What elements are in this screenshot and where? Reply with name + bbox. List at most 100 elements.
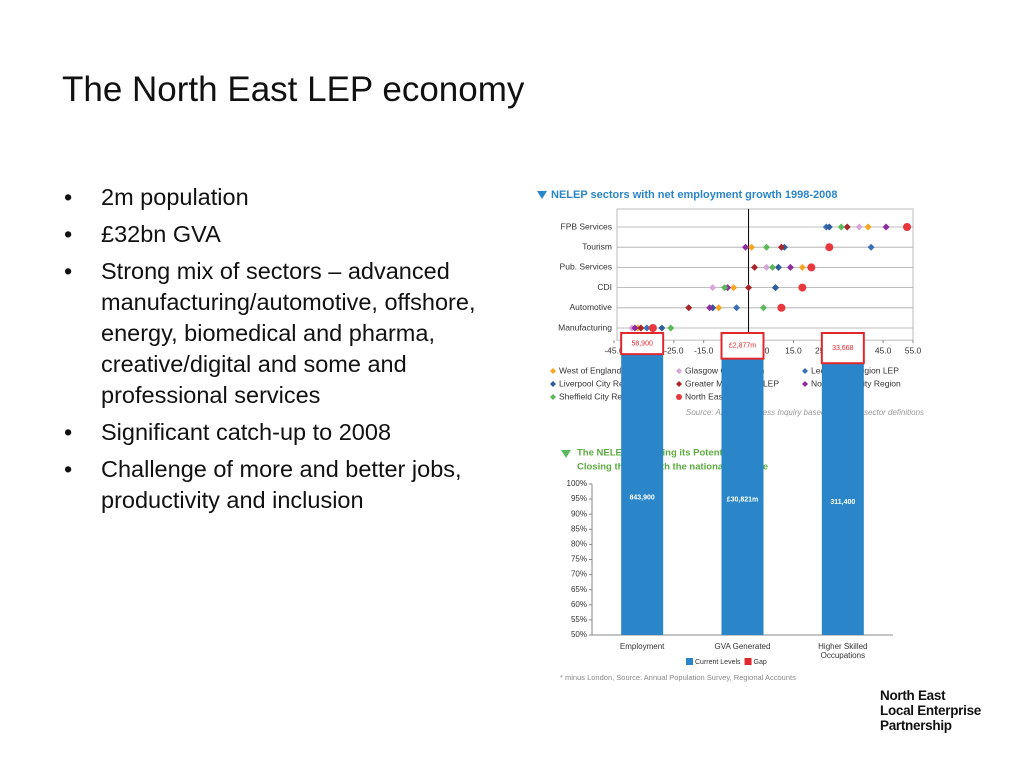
dot xyxy=(807,263,816,272)
y-tick-label: 90% xyxy=(571,509,587,518)
legend-label: Liverpool City Region LEP xyxy=(559,378,659,388)
dot xyxy=(637,324,645,332)
dot xyxy=(855,223,863,231)
x-tick-label: 55.0 xyxy=(905,345,922,355)
logo-line: Local Enterprise xyxy=(880,703,981,718)
y-tick-label: 100% xyxy=(567,479,587,488)
dot xyxy=(667,324,675,332)
legend-marker xyxy=(550,394,556,400)
dot xyxy=(730,284,738,292)
logo-line: North East xyxy=(880,688,946,703)
dot xyxy=(721,284,729,292)
dot xyxy=(798,263,806,271)
bar-annotation: 843,900 xyxy=(630,494,655,501)
legend-label: West of England LEP xyxy=(559,365,640,375)
dot xyxy=(760,304,767,312)
y-tick-label: 55% xyxy=(571,615,587,624)
legend-label: North East LEP xyxy=(685,391,744,401)
title-marker xyxy=(561,450,571,458)
y-tick-label: 85% xyxy=(571,524,587,533)
bullet: £32bn GVA xyxy=(64,219,511,250)
category-label: Pub. Services xyxy=(560,262,612,272)
x-tick-label: 15.0 xyxy=(785,345,802,355)
legend-label: Gap xyxy=(754,659,767,666)
legend-marker xyxy=(550,381,556,387)
bar-segment xyxy=(820,332,865,365)
dot xyxy=(685,304,693,312)
category-label: FPB Services xyxy=(561,221,613,231)
dot xyxy=(825,223,833,231)
y-tick-label: 80% xyxy=(571,540,587,549)
bar-segment xyxy=(821,363,864,635)
dot xyxy=(762,263,770,271)
dot xyxy=(658,324,666,332)
bullet: Challenge of more and better jobs, produ… xyxy=(64,454,511,516)
dot xyxy=(774,263,782,271)
dot xyxy=(762,243,770,251)
x-tick-label: GVA Generated xyxy=(714,642,771,651)
dot xyxy=(709,284,717,292)
dot xyxy=(648,324,657,332)
legend-swatch xyxy=(686,658,693,665)
dot xyxy=(733,304,741,312)
dot xyxy=(882,223,890,231)
bullet-list: 2m population £32bn GVA Strong mix of se… xyxy=(63,182,511,522)
x-label-box: Higher Skilled Occupations xyxy=(818,642,868,660)
category-label: Tourism xyxy=(582,241,612,251)
dot xyxy=(843,223,851,231)
bar-segment xyxy=(720,332,765,360)
dot xyxy=(798,283,807,292)
category-label: Automotive xyxy=(569,302,612,312)
footnote: * minus London, Source: Annual Populatio… xyxy=(560,673,796,682)
chart-title: Closing the gap with the national* avera… xyxy=(577,462,768,473)
dot xyxy=(715,304,723,312)
dot xyxy=(786,263,794,271)
x-tick-label: Higher Skilled Occupations xyxy=(818,642,868,660)
dot xyxy=(631,324,639,332)
legend-marker xyxy=(802,381,808,387)
legend-label: Current Levels xyxy=(695,659,741,666)
bullet: Significant catch-up to 2008 xyxy=(64,417,511,448)
y-tick-label: 95% xyxy=(571,494,587,503)
bullet: 2m population xyxy=(64,182,511,213)
bar-segment xyxy=(620,332,665,356)
dot xyxy=(768,263,776,271)
x-label-box: Employment xyxy=(619,642,665,651)
dot xyxy=(771,284,779,292)
bullet: Strong mix of sectors – advanced manufac… xyxy=(64,256,511,411)
bar-annotation: £30,821m xyxy=(727,497,759,504)
legend-label: Sheffield City Region LEP xyxy=(559,391,657,401)
x-tick-label: -15.0 xyxy=(694,345,714,355)
bar-annotation: 33,668 xyxy=(832,345,854,352)
bar-annotation: 311,400 xyxy=(830,499,855,506)
x-tick-label: Employment xyxy=(619,642,665,651)
legend-marker xyxy=(550,368,556,374)
x-tick-label: -25.0 xyxy=(664,345,684,355)
y-tick-label: 75% xyxy=(571,555,587,564)
dot xyxy=(742,243,750,251)
dot xyxy=(777,303,786,312)
legend-marker xyxy=(802,368,808,374)
dot xyxy=(867,243,875,251)
dot xyxy=(706,304,714,312)
category-label: CDI xyxy=(597,282,612,292)
logo-line: Partnership xyxy=(880,718,952,733)
x-label-box: GVA Generated xyxy=(714,642,771,651)
y-tick-label: 60% xyxy=(571,600,587,609)
x-tick-label: 45.0 xyxy=(875,345,892,355)
chart-title: NELEP sectors with net employment growth… xyxy=(551,189,838,201)
legend-marker xyxy=(676,381,682,387)
dot xyxy=(825,243,834,252)
bar-annotation: 58,900 xyxy=(631,340,653,347)
dot xyxy=(748,243,756,251)
y-tick-label: 70% xyxy=(571,570,587,579)
legend-marker xyxy=(676,394,682,400)
slide-title: The North East LEP economy xyxy=(62,70,525,109)
bar-annotation: £2,877m xyxy=(729,343,756,350)
y-tick-label: 50% xyxy=(571,630,587,639)
dot xyxy=(643,324,651,332)
title-marker xyxy=(537,191,547,199)
legend-swatch xyxy=(744,658,752,665)
